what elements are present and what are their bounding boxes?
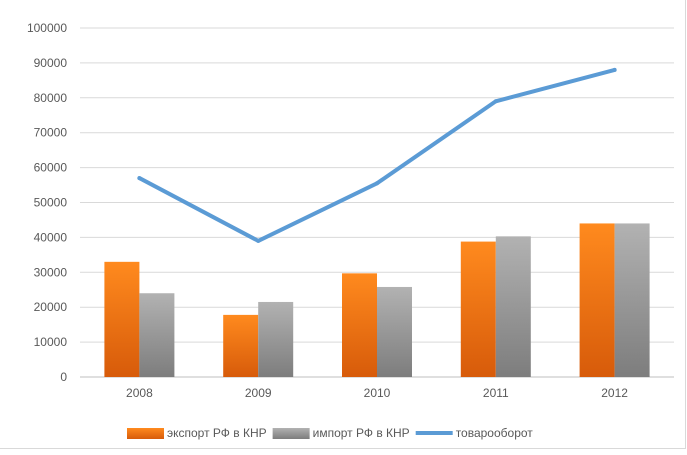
y-tick-label: 20000 [34,300,68,314]
y-tick-label: 50000 [34,196,68,210]
gridlines [80,27,674,343]
series-lines [137,67,617,243]
x-tick-label: 2011 [483,386,509,400]
x-tick-label: 2009 [245,386,272,400]
line-point [612,67,617,72]
legend-swatch [127,428,164,439]
y-tick-label: 40000 [34,230,68,244]
bar-export [579,223,615,377]
legend-label: импорт РФ в КНР [313,426,410,440]
y-tick-label: 90000 [34,56,68,70]
legend-label: экспорт РФ в КНР [167,426,267,440]
legend: экспорт РФ в КНР импорт РФ в КНР товарообо… [127,426,533,440]
y-tick-label: 60000 [34,161,68,175]
bar-export [104,261,140,377]
y-axis-labels: 0 10000 20000 30000 40000 50000 60000 70000 8000… [27,21,67,384]
legend-label: товарооборот [456,426,534,440]
line-point [375,181,379,186]
bars [104,223,650,377]
x-tick-label: 2012 [601,386,628,400]
y-tick-label: 10000 [34,335,68,349]
bar-import [495,236,531,377]
bar-export [342,273,377,377]
bar-import [139,293,175,377]
y-tick-label: 80000 [34,91,68,105]
line-point [256,238,261,243]
legend-swatch [272,428,310,439]
y-tick-label: 100000 [27,21,67,35]
y-tick-label: 70000 [34,126,68,140]
bar-export [460,241,496,377]
bar-import [258,301,294,377]
y-tick-label: 0 [60,370,67,384]
bar-import [614,223,650,377]
bar-export [223,314,259,377]
x-tick-label: 2010 [364,386,391,400]
bar-import [377,286,412,377]
x-tick-label: 2008 [126,386,153,400]
line-point [493,99,498,104]
y-tick-label: 30000 [34,265,68,279]
line-point [137,176,142,181]
